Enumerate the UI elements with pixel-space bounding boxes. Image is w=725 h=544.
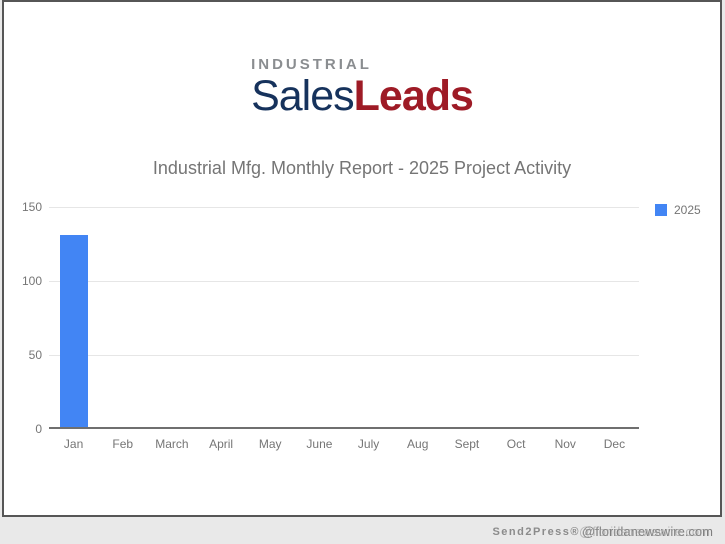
bar-chart: 2025 0 50 100 150 Jan Feb March April May June Jul… xyxy=(4,197,720,462)
logo-industrial-text: INDUSTRIAL xyxy=(251,56,372,73)
x-tick-label: Oct xyxy=(506,437,526,451)
y-tick-label: 100 xyxy=(21,274,42,288)
x-tick-label: Sept xyxy=(454,437,480,451)
logo-salesleads-text: SalesLeads xyxy=(251,72,474,120)
x-tick-label: Feb xyxy=(112,437,134,451)
gridline xyxy=(49,281,639,282)
x-tick-label: April xyxy=(209,437,234,451)
x-tick-label: March xyxy=(155,437,189,451)
x-tick-label: May xyxy=(258,437,282,451)
x-tick-label: Jan xyxy=(63,437,84,451)
logo-leads-part: Leads xyxy=(353,72,474,120)
watermark-domain-wrap: @floridanewswire.com @floridanewswire.co… xyxy=(579,523,713,541)
x-tick-label: June xyxy=(306,437,333,451)
legend-series-label: 2025 xyxy=(674,203,701,217)
watermark-strip: Send2Press® @floridanewswire.com @florid… xyxy=(0,519,725,544)
watermark-domain: @floridanewswire.com xyxy=(582,523,713,539)
y-tick-label: 150 xyxy=(21,200,42,214)
x-tick-label: July xyxy=(357,437,380,451)
press-image-card: INDUSTRIAL SalesLeads Industrial Mfg. Mo… xyxy=(2,0,722,517)
company-logo: INDUSTRIAL SalesLeads xyxy=(251,56,474,120)
chart-title: Industrial Mfg. Monthly Report - 2025 Pr… xyxy=(152,158,572,178)
y-tick-label: 0 xyxy=(35,422,42,436)
watermark-domain-ghost: @floridanewswire.com xyxy=(579,523,710,539)
watermark-brand: Send2Press® xyxy=(492,525,581,538)
x-tick-label: Dec xyxy=(603,437,626,451)
x-tick-label: Nov xyxy=(554,437,576,451)
gridline xyxy=(49,207,639,208)
y-tick-label: 50 xyxy=(28,348,42,362)
x-tick-label: Aug xyxy=(407,437,429,451)
x-axis-line xyxy=(49,427,639,429)
bar-jan xyxy=(59,234,88,427)
chart-legend: 2025 xyxy=(655,203,701,217)
legend-color-swatch xyxy=(655,204,667,216)
plot-area xyxy=(49,207,639,429)
gridline xyxy=(49,355,639,356)
logo-sales-part: Sales xyxy=(251,72,355,120)
